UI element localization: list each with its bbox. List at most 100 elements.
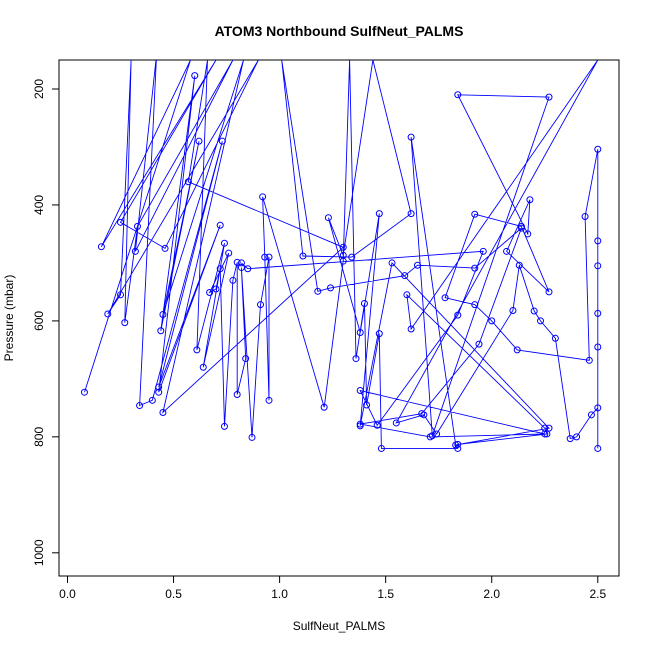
data-point <box>206 288 214 296</box>
data-point <box>265 396 273 404</box>
data-point <box>517 224 525 232</box>
data-point <box>545 424 553 432</box>
data-point <box>237 264 245 272</box>
data-point <box>161 244 169 252</box>
data-point <box>131 247 139 255</box>
data-point <box>401 272 409 280</box>
data-point <box>121 319 129 327</box>
y-tick-label: 800 <box>32 427 46 447</box>
data-point <box>148 396 156 404</box>
data-point <box>117 218 125 226</box>
data-point <box>259 193 267 201</box>
data-point <box>360 300 368 308</box>
data-point <box>524 230 532 238</box>
data-point <box>594 343 602 351</box>
data-point <box>537 317 545 325</box>
data-point <box>594 444 602 452</box>
data-point <box>324 214 332 222</box>
data-point <box>475 340 483 348</box>
y-tick-label: 600 <box>32 311 46 331</box>
data-point <box>195 137 203 145</box>
data-point <box>471 210 479 218</box>
data-point <box>320 403 328 411</box>
data-point <box>479 247 487 255</box>
data-point <box>454 444 462 452</box>
x-tick-label: 1.0 <box>271 587 288 601</box>
x-axis-label: SulfNeut_PALMS <box>293 619 386 633</box>
data-point <box>248 433 256 441</box>
data-point <box>407 210 415 218</box>
data-point <box>193 346 201 354</box>
y-tick-label: 400 <box>32 195 46 215</box>
y-tick-label: 1000 <box>32 539 46 566</box>
data-point <box>212 285 220 293</box>
data-point <box>339 251 347 259</box>
data-point <box>229 276 237 284</box>
data-point <box>418 410 426 418</box>
data-point <box>403 291 411 299</box>
data-point <box>348 253 356 261</box>
data-point <box>97 243 105 251</box>
data-point <box>413 261 421 269</box>
data-point <box>136 402 144 410</box>
data-point <box>545 93 553 101</box>
data-point <box>581 213 589 221</box>
data-point <box>545 288 553 296</box>
data-point <box>159 409 167 417</box>
data-point <box>299 252 307 260</box>
data-point <box>191 72 199 80</box>
data-point <box>155 388 163 396</box>
data-point <box>356 420 364 428</box>
data-point <box>471 264 479 272</box>
data-point <box>117 291 125 299</box>
data-point <box>220 422 228 430</box>
data-point <box>233 258 241 266</box>
x-tick-label: 0.0 <box>59 587 76 601</box>
y-axis-label: Pressure (mbar) <box>2 275 16 362</box>
data-point <box>155 383 163 391</box>
data-point <box>541 430 549 438</box>
data-point <box>339 243 347 251</box>
data-point <box>433 430 441 438</box>
data-point <box>199 363 207 371</box>
data-point <box>244 265 252 273</box>
data-point <box>356 328 364 336</box>
data-point <box>594 237 602 245</box>
data-point <box>184 178 192 186</box>
data-point <box>441 294 449 302</box>
data-point <box>242 355 250 363</box>
x-tick-label: 2.0 <box>483 587 500 601</box>
data-point <box>503 247 511 255</box>
data-point <box>216 221 224 229</box>
data-point <box>377 444 385 452</box>
data-point <box>526 196 534 204</box>
data-point <box>594 404 602 412</box>
data-point <box>356 386 364 394</box>
data-point <box>454 91 462 99</box>
data-point <box>363 401 371 409</box>
axes: 0.0 0.5 1.0 1.5 2.0 2.5 200 400 600 800 1000 <box>32 79 606 601</box>
data-point <box>133 222 141 230</box>
data-point <box>375 330 383 338</box>
data-point <box>327 284 335 292</box>
data-point <box>375 210 383 218</box>
series-layer <box>80 60 602 452</box>
data-point <box>513 346 521 354</box>
data-point <box>594 262 602 270</box>
data-point <box>566 435 574 443</box>
data-point <box>218 137 226 145</box>
data-point <box>407 325 415 333</box>
data-point <box>509 306 517 314</box>
data-point <box>407 133 415 141</box>
data-point <box>488 317 496 325</box>
data-point <box>104 310 112 318</box>
data-point <box>587 411 595 419</box>
x-tick-label: 2.5 <box>589 587 606 601</box>
data-point <box>80 388 88 396</box>
data-point <box>352 355 360 363</box>
data-point <box>585 356 593 364</box>
data-point <box>392 419 400 427</box>
data-point <box>373 421 381 429</box>
data-point <box>530 307 538 315</box>
